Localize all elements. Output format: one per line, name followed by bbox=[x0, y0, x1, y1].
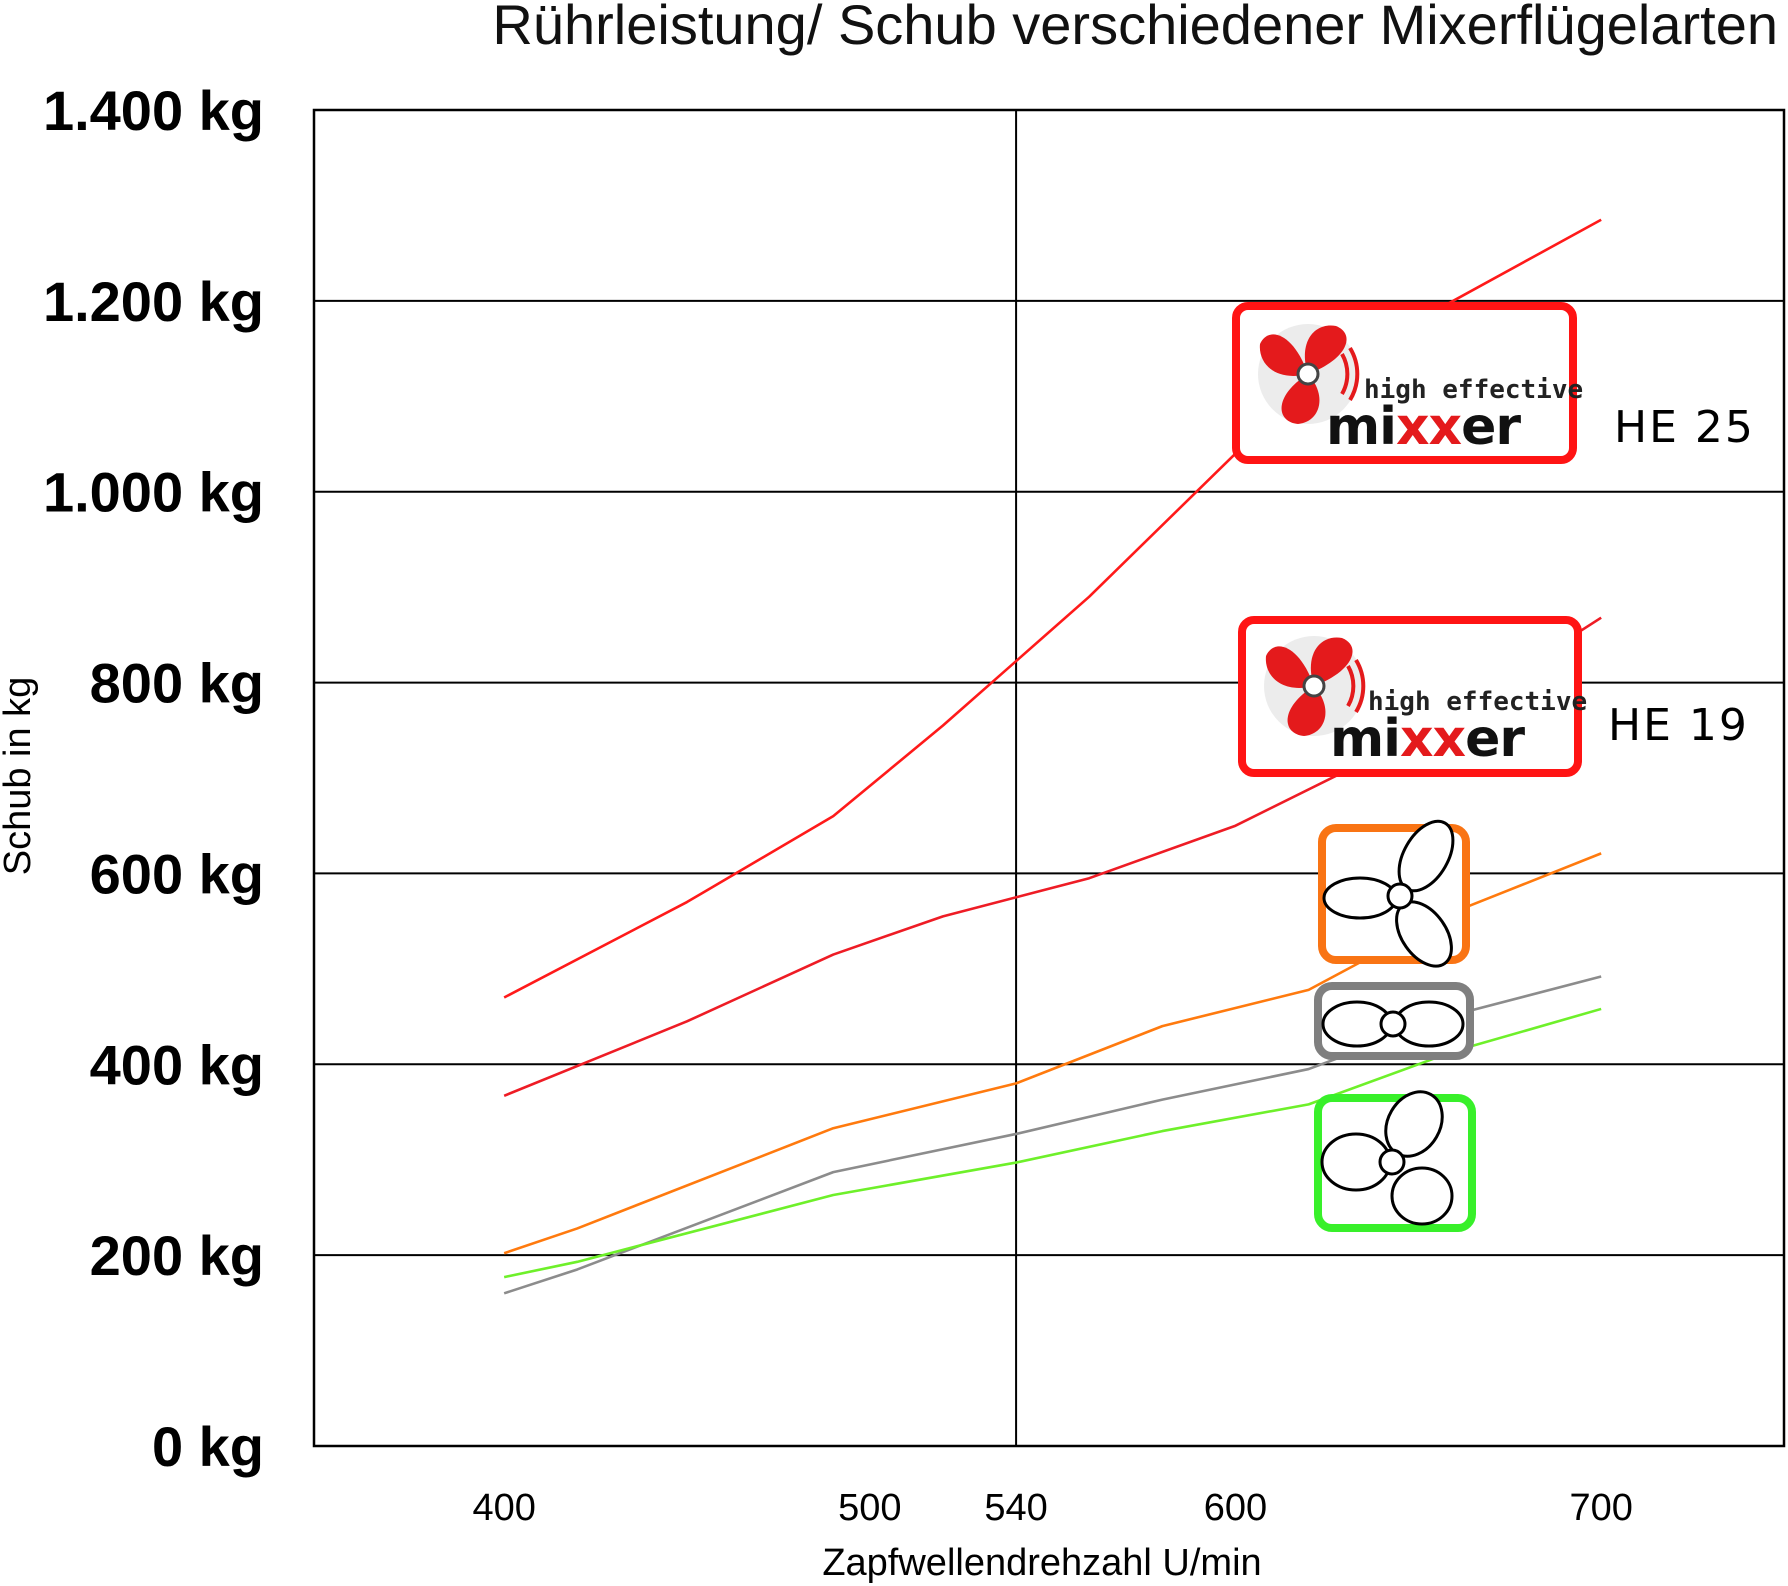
grid-lines bbox=[314, 110, 1784, 1446]
y-tick-label: 400 kg bbox=[90, 1033, 264, 1096]
mixxer-logo-icon bbox=[1264, 636, 1366, 736]
plot-frame bbox=[312, 108, 1786, 1448]
three-blade-wide-propeller-icon bbox=[1314, 1090, 1476, 1232]
y-axis-label: Schub in kg bbox=[0, 677, 39, 876]
mixxer-logo-icon bbox=[1258, 324, 1360, 424]
y-tick-label: 1.400 kg bbox=[43, 79, 264, 142]
y-tick-label: 800 kg bbox=[90, 652, 264, 715]
logo-main-text: mixxer bbox=[1330, 709, 1525, 769]
he25-logo: high effective mixxer bbox=[1232, 302, 1583, 464]
y-tick-label: 600 kg bbox=[90, 842, 264, 905]
x-tick-labels: 400 500 540 600 700 bbox=[472, 1487, 1632, 1529]
logo-top-text: high effective bbox=[1368, 687, 1587, 717]
x-tick-label: 700 bbox=[1569, 1487, 1632, 1529]
chart-title: Rührleistung/ Schub verschiedener Mixerf… bbox=[492, 0, 1778, 56]
y-tick-label: 1.200 kg bbox=[43, 270, 264, 333]
x-tick-label: 500 bbox=[838, 1487, 901, 1529]
y-tick-label: 200 kg bbox=[90, 1224, 264, 1287]
y-tick-label: 1.000 kg bbox=[43, 461, 264, 524]
x-tick-label: 600 bbox=[1204, 1487, 1267, 1529]
he19-label: HE 19 bbox=[1608, 700, 1749, 751]
y-tick-label: 0 kg bbox=[152, 1415, 264, 1478]
x-axis-label: Zapfwellendrehzahl U/min bbox=[822, 1542, 1261, 1584]
he19-logo: high effective mixxer bbox=[1238, 616, 1587, 777]
logo-main-text: mixxer bbox=[1326, 397, 1521, 457]
three-blade-propeller-icon bbox=[1318, 819, 1470, 968]
x-tick-label: 540 bbox=[984, 1487, 1047, 1529]
two-blade-propeller-icon bbox=[1314, 982, 1474, 1060]
he25-label: HE 25 bbox=[1614, 402, 1755, 453]
x-tick-label: 400 bbox=[472, 1487, 535, 1529]
logo-top-text: high effective bbox=[1364, 375, 1583, 405]
y-tick-labels: 0 kg 200 kg 400 kg 600 kg 800 kg 1.000 kg 1.20… bbox=[43, 79, 264, 1478]
